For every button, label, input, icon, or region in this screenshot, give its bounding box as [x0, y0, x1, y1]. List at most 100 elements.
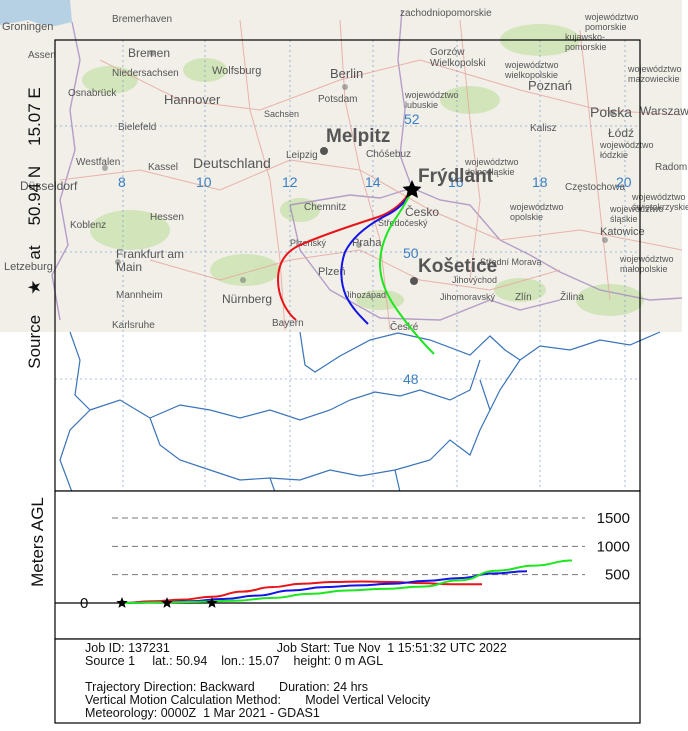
map-label-bielefeld: Bielefeld [118, 122, 156, 133]
site-markers: Melpitz Frýdlant Košetice [320, 126, 497, 285]
map-label-frankfurt: Frankfurt am Main [116, 247, 184, 274]
map-label-bremen: Bremen [128, 46, 170, 60]
lon-label-20: 20 [616, 174, 632, 190]
map-label-dolnoslaskie: województwo dolnośląskie [464, 157, 519, 177]
map-label-lodz: Łódź [608, 126, 634, 140]
map-label-zlin: Zlín [515, 292, 532, 303]
at-text: at [25, 245, 44, 260]
map-label-westfalen: Westfalen [76, 157, 120, 168]
map-label-katowice: Katowice [600, 226, 645, 238]
trajectory-red [276, 188, 413, 321]
map-label-cesko: Česko [405, 204, 439, 219]
map-label-mannheim: Mannheim [116, 290, 163, 301]
lon-label-18: 18 [532, 174, 548, 190]
map-label-slaskie: województwo śląskie [609, 204, 664, 224]
map-label-osnabruck: Osnabrück [68, 88, 117, 99]
chart-ticks: 0 500 1000 1500 [80, 510, 630, 612]
source-lat: 50.94 N [25, 165, 44, 226]
info-line-5: Meteorology: 0000Z 1 Mar 2021 - GDAS1 [85, 706, 320, 720]
map-label-groningen: Groningen [2, 21, 53, 33]
trajectory-blue [340, 188, 413, 325]
map-label-koblenz: Koblenz [70, 220, 106, 231]
map-label-kujawsko: kujawsko-pomorskie [565, 32, 607, 52]
map-label-polska: Polska [590, 104, 632, 120]
map-label-czestochowa: Częstochowa [565, 182, 625, 193]
map-label-niedersachsen: Niedersachsen [112, 68, 179, 79]
map-label-potsdam: Potsdam [318, 94, 357, 105]
map-label-assen: Assen [28, 50, 56, 61]
map-label-cottbus: Chóśebuz [366, 149, 411, 160]
map-label-jihovychod: Jihovýchod [452, 275, 497, 285]
hour-marker-star [206, 597, 218, 608]
chart-series [121, 559, 573, 604]
y-tick-label: 500 [605, 567, 630, 584]
map-label-warszawa: Warszaw [640, 104, 688, 118]
map-label-bayern: Bayern [272, 318, 304, 329]
trajectory-green [378, 188, 435, 355]
chart-frame [54, 490, 641, 640]
map-label-hannover: Hannover [164, 92, 221, 107]
lon-label-14: 14 [365, 174, 381, 190]
profile-series-2 [121, 559, 573, 604]
map-label-sachsen: Sachsen [264, 109, 299, 119]
map-label-radom: Radom [655, 162, 687, 173]
info-frame [54, 638, 641, 724]
map-label-opolskie: województwo opolskie [509, 202, 564, 222]
map-label-wolfsburg: Wolfsburg [212, 65, 261, 77]
y-tick-label: 1000 [597, 538, 630, 555]
melpitz-label: Melpitz [326, 126, 390, 147]
source-text: Source [25, 314, 44, 369]
trajectories [276, 188, 435, 355]
info-line-3: Trajectory Direction: Backward Duration:… [85, 680, 368, 694]
source-label: Source ★ at 50.94 N 15.07 E [12, 78, 58, 378]
map-label-pomorskie: województwo pomorskie [584, 12, 639, 32]
info-line-1: Job ID: 137231 Job Start: Tue Nov 1 15:51… [85, 642, 507, 655]
y-axis-label: Meters AGL [28, 497, 47, 587]
graticule-labels: 52 50 48 8 10 12 14 16 18 20 [118, 111, 632, 387]
map-label-dusseldorf: Düsseldorf [20, 179, 78, 193]
kosetice-marker [410, 277, 418, 285]
lon-label-8: 8 [118, 174, 126, 190]
map-label-zilina: Žilina [560, 290, 584, 303]
hour-marker-star [116, 597, 128, 608]
source-star [402, 180, 422, 198]
lat-label-50: 50 [403, 245, 419, 261]
map-label-berlin: Berlin [330, 66, 363, 81]
lon-label-10: 10 [196, 174, 212, 190]
map-label-chemnitz: Chemnitz [304, 202, 346, 213]
map-label-ceske: České [390, 320, 419, 333]
frydlant-label: Frýdlant [418, 166, 494, 187]
y-tick-label: 0 [80, 595, 88, 612]
melpitz-marker [320, 147, 328, 155]
map-label-jihomoravsky: Jihomoravský [440, 292, 496, 302]
job-id: Job ID: 137231 [85, 641, 170, 655]
chart-hour-markers [116, 597, 218, 608]
map-label-stredocesky: Středočeský [378, 218, 428, 228]
info-line-4: Vertical Motion Calculation Method: Mode… [85, 693, 431, 707]
profile-series-0 [121, 580, 482, 604]
map-label-bremerhaven: Bremerhaven [112, 14, 172, 25]
job-start: Job Start: Tue Nov 1 15:51:32 UTC 2022 [276, 641, 507, 655]
map-label-luxembourg: Letzeburg [4, 261, 53, 273]
map-label-gorzow: Gorzów Wielkopolski [430, 47, 486, 69]
map-label-zachodniopomorskie: zachodniopomorskie [400, 8, 492, 19]
source-lon: 15.07 E [25, 87, 44, 146]
map-label-wielkopolskie: województwo wielkopolskie [504, 60, 559, 80]
map-label-mazowieckie: województwo mazowieckie [627, 64, 682, 84]
lon-label-12: 12 [282, 174, 298, 190]
source-star-glyph: ★ [25, 279, 44, 295]
map-label-poznan: Poznań [528, 78, 572, 93]
lat-label-48: 48 [403, 371, 419, 387]
map-label-lubuskie: województwo lubuskie [404, 90, 459, 110]
job-info: Job ID: 137231 Job Start: Tue Nov 1 15:51… [85, 642, 507, 720]
map-label-karlsruhe: Karlsruhe [112, 320, 155, 331]
map-label-kassel: Kassel [148, 162, 178, 173]
lon-label-16: 16 [448, 174, 464, 190]
map-label-nurnberg: Nürnberg [222, 292, 272, 306]
map-label-lodzkie: województwo łódzkie [599, 140, 654, 160]
info-line-2: Source 1 lat.: 50.94 lon.: 15.07 height:… [85, 654, 384, 668]
basemap-labels: Groningen Bremerhaven Bremen Niedersachsen W… [2, 8, 688, 333]
map-label-zapad: Jihozápad [345, 290, 386, 300]
map-label-hessen: Hessen [150, 212, 184, 223]
